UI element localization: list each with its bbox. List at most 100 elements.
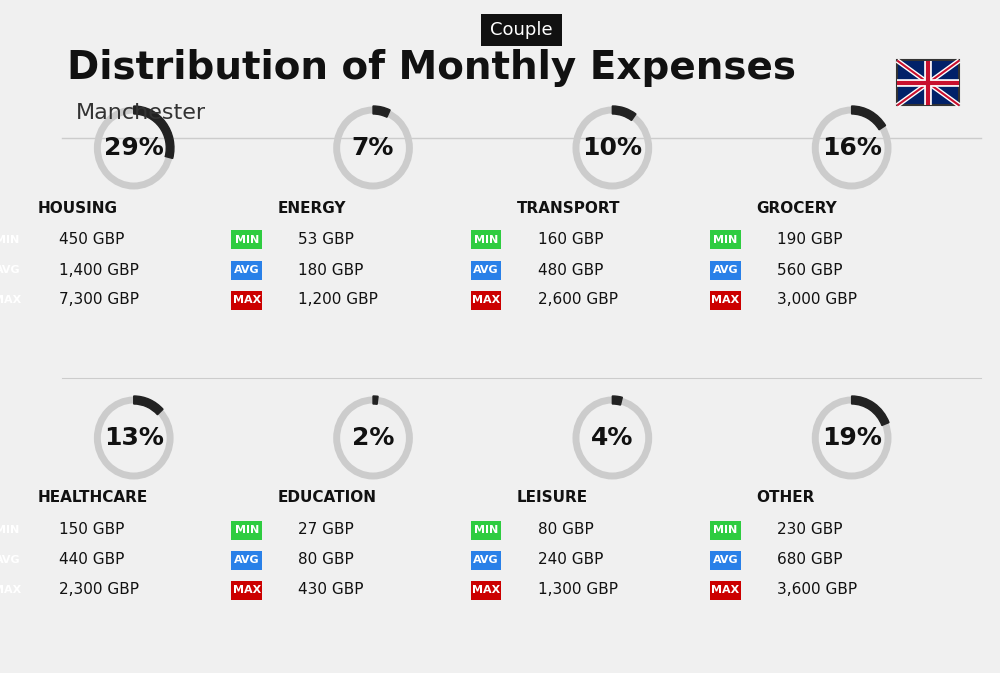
Text: 180 GBP: 180 GBP xyxy=(298,262,364,277)
FancyBboxPatch shape xyxy=(231,260,262,279)
Text: AVG: AVG xyxy=(712,265,738,275)
Wedge shape xyxy=(373,396,378,404)
Text: 190 GBP: 190 GBP xyxy=(777,232,842,248)
Text: MAX: MAX xyxy=(472,585,500,595)
Text: MIN: MIN xyxy=(0,525,20,535)
Text: MIN: MIN xyxy=(474,235,498,245)
Text: AVG: AVG xyxy=(712,555,738,565)
Text: AVG: AVG xyxy=(473,265,499,275)
Text: 10%: 10% xyxy=(582,136,642,160)
FancyBboxPatch shape xyxy=(0,260,23,279)
FancyBboxPatch shape xyxy=(471,230,501,250)
FancyBboxPatch shape xyxy=(0,551,23,569)
Text: 2%: 2% xyxy=(352,426,394,450)
Text: MIN: MIN xyxy=(0,235,20,245)
Text: HEALTHCARE: HEALTHCARE xyxy=(38,491,148,505)
Wedge shape xyxy=(612,106,636,120)
Text: 230 GBP: 230 GBP xyxy=(777,522,842,538)
Wedge shape xyxy=(852,106,886,130)
Text: 1,200 GBP: 1,200 GBP xyxy=(298,293,378,308)
Text: 3,600 GBP: 3,600 GBP xyxy=(777,583,857,598)
Text: MIN: MIN xyxy=(713,235,737,245)
Text: 440 GBP: 440 GBP xyxy=(59,553,124,567)
FancyBboxPatch shape xyxy=(231,581,262,600)
Text: TRANSPORT: TRANSPORT xyxy=(517,201,620,215)
FancyBboxPatch shape xyxy=(0,230,23,250)
FancyBboxPatch shape xyxy=(710,581,741,600)
FancyBboxPatch shape xyxy=(231,551,262,569)
Wedge shape xyxy=(612,396,622,405)
Text: MIN: MIN xyxy=(235,525,259,535)
Text: MAX: MAX xyxy=(0,585,22,595)
Text: 2,300 GBP: 2,300 GBP xyxy=(59,583,139,598)
FancyBboxPatch shape xyxy=(471,551,501,569)
FancyBboxPatch shape xyxy=(471,581,501,600)
Text: 450 GBP: 450 GBP xyxy=(59,232,124,248)
Wedge shape xyxy=(852,396,889,425)
Text: 240 GBP: 240 GBP xyxy=(538,553,603,567)
FancyBboxPatch shape xyxy=(0,581,23,600)
FancyBboxPatch shape xyxy=(231,230,262,250)
FancyBboxPatch shape xyxy=(481,14,562,46)
FancyBboxPatch shape xyxy=(231,520,262,540)
Text: 80 GBP: 80 GBP xyxy=(298,553,354,567)
FancyBboxPatch shape xyxy=(710,551,741,569)
Text: 560 GBP: 560 GBP xyxy=(777,262,842,277)
Text: MAX: MAX xyxy=(472,295,500,305)
Text: Manchester: Manchester xyxy=(76,103,206,123)
Text: 53 GBP: 53 GBP xyxy=(298,232,354,248)
Text: MAX: MAX xyxy=(711,295,739,305)
Wedge shape xyxy=(373,106,390,117)
Text: 480 GBP: 480 GBP xyxy=(538,262,603,277)
Text: 430 GBP: 430 GBP xyxy=(298,583,364,598)
FancyBboxPatch shape xyxy=(710,520,741,540)
Text: 680 GBP: 680 GBP xyxy=(777,553,842,567)
Text: OTHER: OTHER xyxy=(756,491,814,505)
Text: 160 GBP: 160 GBP xyxy=(538,232,603,248)
Text: 16%: 16% xyxy=(822,136,882,160)
Wedge shape xyxy=(134,106,174,158)
Text: MAX: MAX xyxy=(0,295,22,305)
Text: AVG: AVG xyxy=(0,555,20,565)
Text: EDUCATION: EDUCATION xyxy=(277,491,376,505)
Wedge shape xyxy=(134,396,163,415)
Text: 29%: 29% xyxy=(104,136,164,160)
Text: LEISURE: LEISURE xyxy=(517,491,588,505)
FancyBboxPatch shape xyxy=(471,260,501,279)
Text: AVG: AVG xyxy=(234,265,259,275)
FancyBboxPatch shape xyxy=(710,291,741,310)
Text: 1,300 GBP: 1,300 GBP xyxy=(538,583,618,598)
Text: ENERGY: ENERGY xyxy=(277,201,346,215)
Text: 13%: 13% xyxy=(104,426,164,450)
Text: AVG: AVG xyxy=(473,555,499,565)
FancyBboxPatch shape xyxy=(897,61,959,106)
Text: 3,000 GBP: 3,000 GBP xyxy=(777,293,857,308)
FancyBboxPatch shape xyxy=(0,520,23,540)
Text: Couple: Couple xyxy=(490,21,553,39)
Text: 80 GBP: 80 GBP xyxy=(538,522,593,538)
Text: 150 GBP: 150 GBP xyxy=(59,522,124,538)
Text: Distribution of Monthly Expenses: Distribution of Monthly Expenses xyxy=(67,49,796,87)
FancyBboxPatch shape xyxy=(231,291,262,310)
Text: HOUSING: HOUSING xyxy=(38,201,118,215)
FancyBboxPatch shape xyxy=(710,260,741,279)
Text: MIN: MIN xyxy=(713,525,737,535)
Text: 7,300 GBP: 7,300 GBP xyxy=(59,293,139,308)
Text: 27 GBP: 27 GBP xyxy=(298,522,354,538)
FancyBboxPatch shape xyxy=(0,291,23,310)
Text: 1,400 GBP: 1,400 GBP xyxy=(59,262,139,277)
Text: AVG: AVG xyxy=(234,555,259,565)
Text: 2,600 GBP: 2,600 GBP xyxy=(538,293,618,308)
Text: MAX: MAX xyxy=(233,295,261,305)
Text: 7%: 7% xyxy=(352,136,394,160)
Text: MIN: MIN xyxy=(235,235,259,245)
Text: MIN: MIN xyxy=(474,525,498,535)
FancyBboxPatch shape xyxy=(710,230,741,250)
Text: 4%: 4% xyxy=(591,426,634,450)
FancyBboxPatch shape xyxy=(471,291,501,310)
Text: GROCERY: GROCERY xyxy=(756,201,837,215)
Text: MAX: MAX xyxy=(233,585,261,595)
Text: MAX: MAX xyxy=(711,585,739,595)
Text: AVG: AVG xyxy=(0,265,20,275)
FancyBboxPatch shape xyxy=(471,520,501,540)
